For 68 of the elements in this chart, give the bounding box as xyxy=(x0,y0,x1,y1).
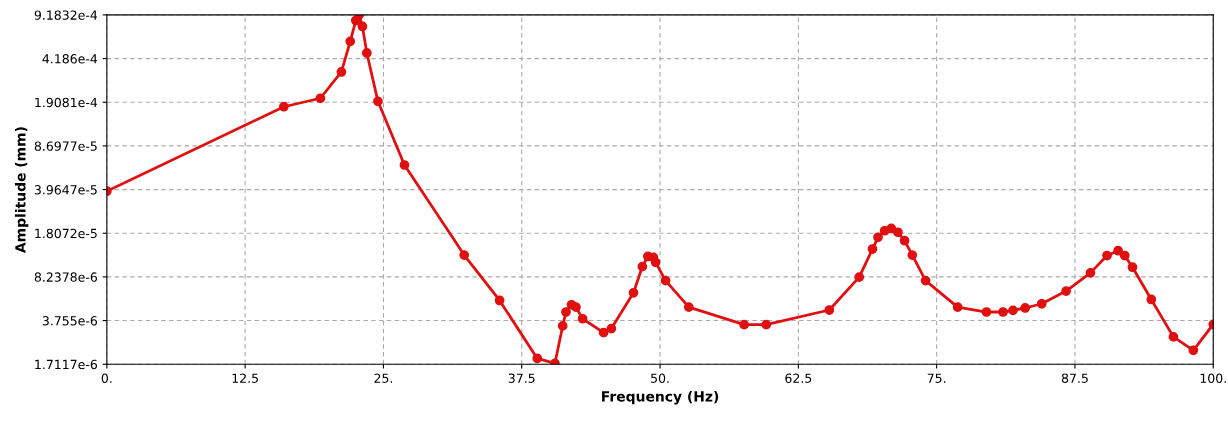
point xyxy=(315,93,326,104)
point xyxy=(824,305,835,315)
point xyxy=(279,101,289,112)
point xyxy=(1102,250,1112,261)
point xyxy=(1146,294,1157,305)
point xyxy=(899,235,910,246)
point xyxy=(557,321,568,331)
point xyxy=(336,67,347,77)
point xyxy=(1061,286,1071,296)
point xyxy=(532,353,543,364)
x-tick-label: 100. xyxy=(1200,373,1226,383)
y-tick-label: 1.7117e-6 xyxy=(35,359,98,370)
point xyxy=(637,261,648,272)
y-tick-label: 1.8072e-5 xyxy=(35,228,97,239)
point xyxy=(1008,305,1018,316)
point xyxy=(459,250,470,260)
point xyxy=(761,319,772,330)
point xyxy=(577,313,588,324)
point xyxy=(1168,332,1179,342)
point xyxy=(952,302,963,313)
point xyxy=(561,307,571,317)
point xyxy=(907,250,918,260)
point xyxy=(373,96,383,107)
point xyxy=(628,287,639,298)
point xyxy=(981,307,992,317)
x-tick-label: 12.5 xyxy=(232,373,258,383)
y-tick-label: 9.1832e-4 xyxy=(34,10,98,20)
point xyxy=(867,244,878,254)
point xyxy=(893,227,903,238)
point xyxy=(873,232,883,243)
point xyxy=(1085,267,1096,278)
x-tick-label: 0. xyxy=(101,373,112,383)
x-tick-label: 75. xyxy=(927,373,946,383)
y-axis-title: Amplitude (mm) xyxy=(14,127,29,254)
point xyxy=(660,275,671,286)
point xyxy=(399,160,410,170)
point xyxy=(1119,250,1130,261)
y-tick-label: 4.186e-4 xyxy=(42,54,98,64)
point xyxy=(550,358,560,365)
y-tick-label: 3.9647e-5 xyxy=(34,185,97,195)
y-tick-label: 1.9081e-4 xyxy=(35,97,98,108)
point xyxy=(1020,303,1031,313)
point xyxy=(650,257,661,268)
point xyxy=(1036,298,1047,309)
point xyxy=(571,302,581,313)
point xyxy=(494,295,505,306)
x-tick-label: 50. xyxy=(651,373,669,383)
point xyxy=(606,323,617,334)
point xyxy=(854,272,865,283)
point xyxy=(998,307,1008,317)
x-tick-label: 62.5 xyxy=(785,373,812,383)
y-tick-label: 8.2378e-6 xyxy=(34,272,98,282)
point xyxy=(361,48,372,58)
x-axis-title: Frequency (Hz) xyxy=(602,390,719,405)
point xyxy=(598,327,609,338)
point xyxy=(345,36,356,47)
x-tick-label: 87.5 xyxy=(1061,373,1088,383)
y-tick-label: 8.6977e-5 xyxy=(34,141,97,151)
x-tick-label: 25. xyxy=(374,373,393,383)
y-tick-label: 3.755e-6 xyxy=(42,316,98,326)
x-tick-label: 37.5 xyxy=(508,373,535,383)
point xyxy=(357,21,368,32)
point xyxy=(1127,262,1138,273)
point xyxy=(683,302,694,313)
point xyxy=(1188,345,1199,356)
point xyxy=(1113,245,1123,256)
point xyxy=(739,319,750,330)
point xyxy=(920,275,931,286)
